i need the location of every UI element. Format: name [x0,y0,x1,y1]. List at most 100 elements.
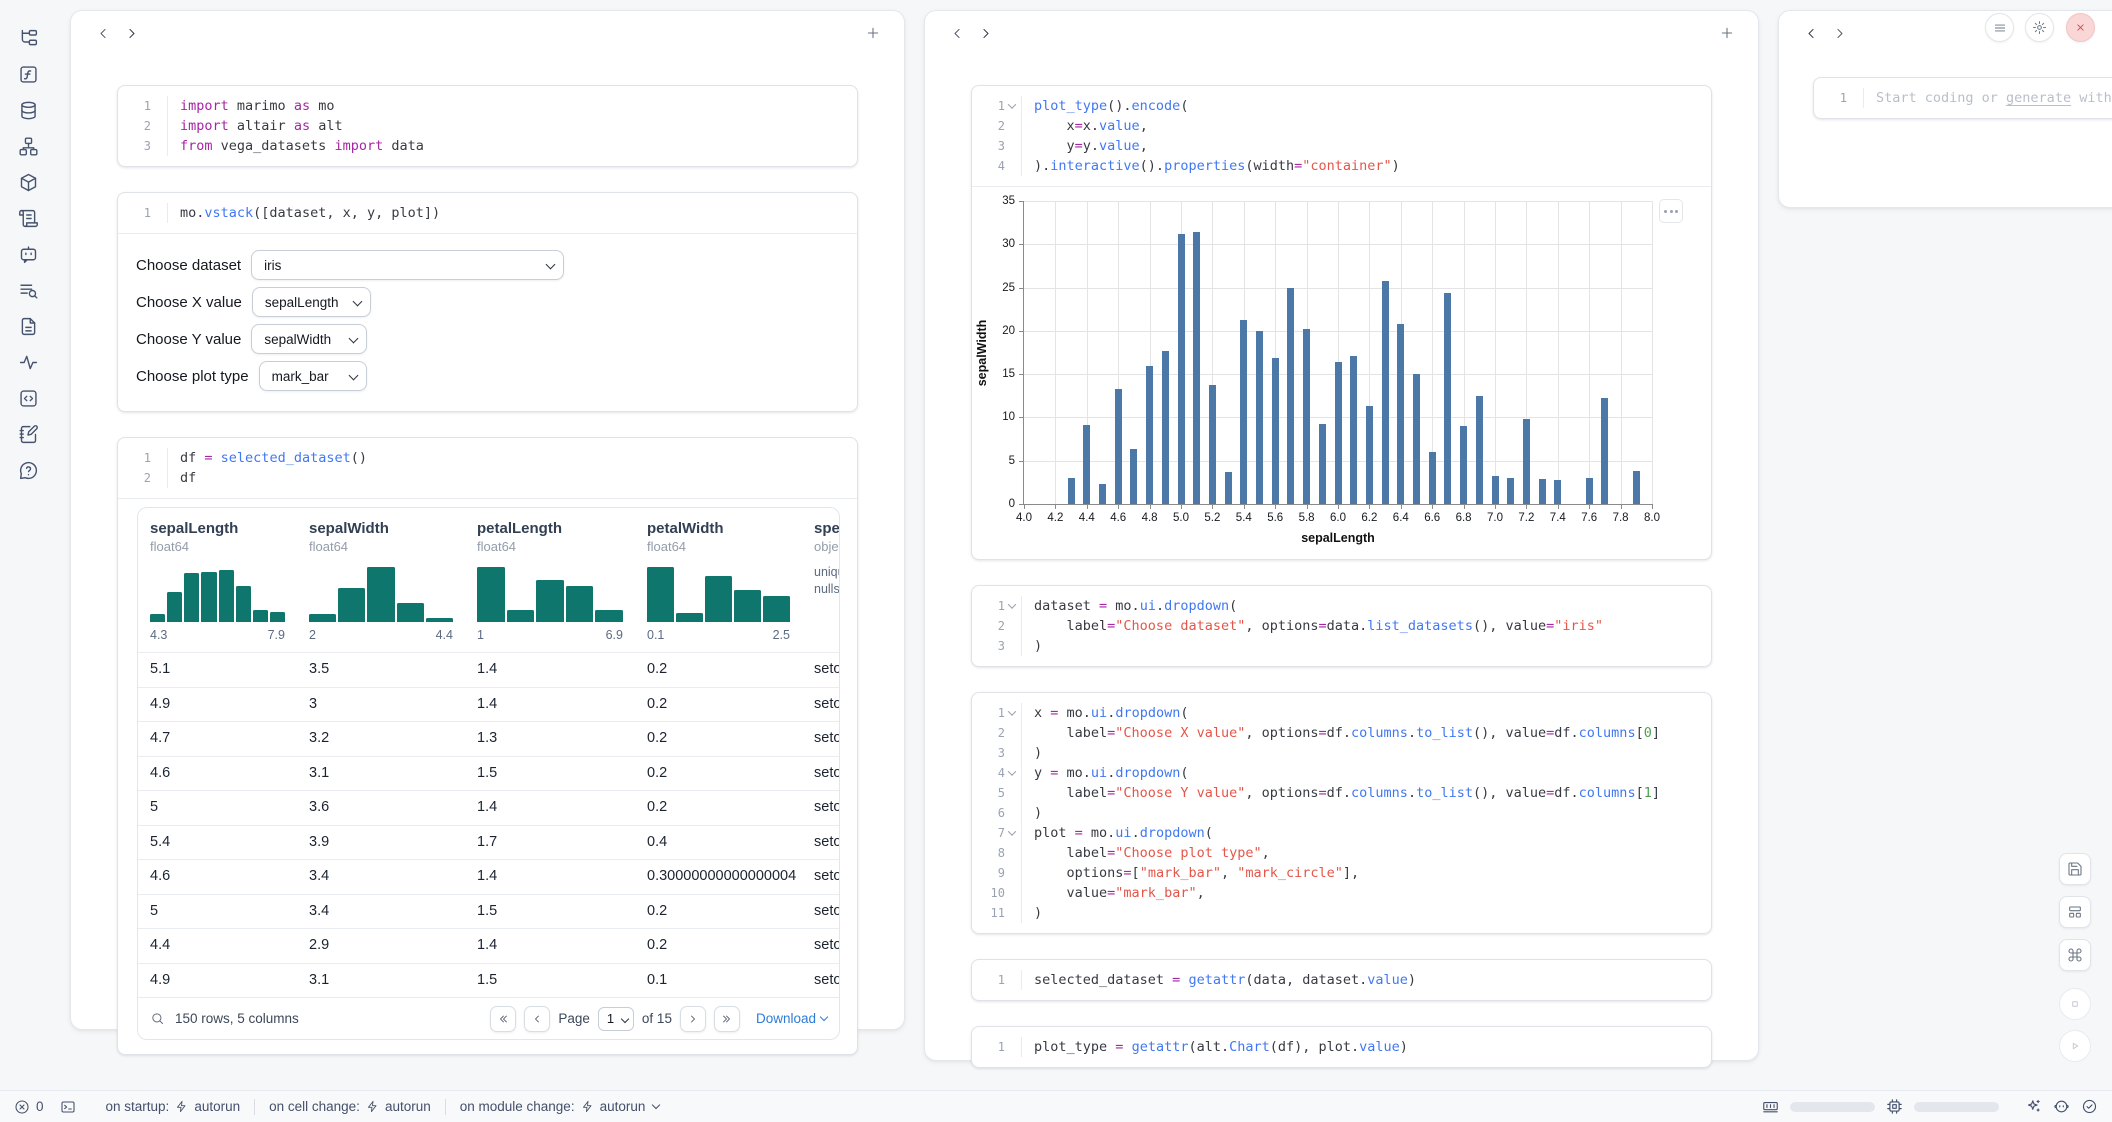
plot-type-select[interactable]: mark_bar [258,361,367,391]
run-button[interactable] [2059,1030,2091,1062]
first-page-button[interactable] [490,1005,517,1032]
code-line[interactable]: 8 label="Choose plot type", [972,843,1711,863]
x-value-select[interactable]: sepalLength [251,287,371,317]
column-forward-icon[interactable] [117,20,145,46]
code-line[interactable]: 7 plot = mo.ui.dropdown( [972,823,1711,843]
table-row[interactable]: 5 3.4 1.5 0.2 setosa [138,893,839,929]
code-line[interactable]: 4).interactive().properties(width="conta… [972,156,1711,176]
assistant-icon[interactable] [2053,1098,2070,1115]
code-line[interactable]: 9 options=["mark_bar", "mark_circle"], [972,863,1711,883]
layout-button[interactable] [2059,896,2091,928]
terminal-button[interactable] [60,1099,76,1115]
table-row[interactable]: 4.6 3.1 1.5 0.2 setosa [138,755,839,791]
cell-plot-type[interactable]: 1 plot_type = getattr(alt.Chart(df), plot… [971,1026,1712,1068]
documentation-icon[interactable] [18,316,39,337]
code-line[interactable]: 1 selected_dataset = getattr(data, datase… [972,970,1711,990]
code-editor[interactable]: 1 import marimo as mo 2 import altair as al… [118,86,857,166]
table-row[interactable]: 5.1 3.5 1.4 0.2 setosa [138,652,839,687]
code-line[interactable]: 1 df = selected_dataset() [118,448,857,468]
code-editor[interactable]: 1 dataset = mo.ui.dropdown(2 label="Choos… [972,586,1711,666]
fold-chevron-icon[interactable] [1005,600,1018,613]
snippets-icon[interactable] [18,388,39,409]
table-row[interactable]: 4.7 3.2 1.3 0.2 setosa [138,721,839,756]
column-header-species[interactable]: speciesobjectunique:nulls: [802,520,839,644]
dataset-select[interactable]: iris [251,250,565,280]
search-icon[interactable] [150,1011,165,1026]
column-back-icon[interactable] [1797,20,1825,46]
fold-chevron-icon[interactable] [1005,767,1018,780]
on-cell-change-setting[interactable]: on cell change: autorun [269,1099,431,1114]
column-forward-icon[interactable] [1825,20,1853,46]
on-module-change-setting[interactable]: on module change: autorun [460,1099,661,1114]
code-line[interactable]: 2 label="Choose dataset", options=data.l… [972,616,1711,636]
code-line[interactable]: 3 y=y.value, [972,136,1711,156]
code-line[interactable]: 11) [972,903,1711,923]
prev-page-button[interactable] [524,1005,551,1032]
ai-chat-icon[interactable] [18,244,39,265]
y-value-select[interactable]: sepalWidth [251,324,368,354]
add-cell-icon[interactable] [860,20,886,46]
fold-chevron-icon[interactable] [1005,100,1018,113]
code-line[interactable]: 2 label="Choose X value", options=df.col… [972,723,1711,743]
column-header-sepalWidth[interactable]: sepalWidth float64 2 4.4 [309,520,454,642]
cell-selected-dataset[interactable]: 1 selected_dataset = getattr(data, datase… [971,959,1712,1001]
code-line[interactable]: 10 value="mark_bar", [972,883,1711,903]
menu-button[interactable] [1985,13,2014,42]
code-line[interactable]: 1 plot_type = getattr(alt.Chart(df), plot… [972,1037,1711,1057]
cell-dataset-dropdown[interactable]: 1 dataset = mo.ui.dropdown(2 label="Choos… [971,585,1712,667]
sparkles-icon[interactable] [2025,1098,2042,1115]
file-tree-icon[interactable] [18,28,39,49]
code-line[interactable]: 2 x=x.value, [972,116,1711,136]
code-editor[interactable]: 1 plot_type().encode(2 x=x.value, 3 y=y.va… [972,86,1711,186]
table-row[interactable]: 5 3.6 1.4 0.2 setosa [138,790,839,825]
close-button[interactable] [2066,13,2095,42]
next-page-button[interactable] [679,1005,706,1032]
code-editor[interactable]: 1 selected_dataset = getattr(data, datase… [972,960,1711,1000]
table-row[interactable]: 4.9 3.1 1.5 0.1 setosa [138,962,839,998]
save-button[interactable] [2059,853,2091,885]
last-page-button[interactable] [713,1005,740,1032]
cell-dataframe[interactable]: 1 df = selected_dataset() 2 df sepalLength f… [117,437,858,1055]
column-back-icon[interactable] [89,20,117,46]
column-header-sepalLength[interactable]: sepalLength float64 4.3 7.9 [150,520,285,642]
table-row[interactable]: 4.9 3 1.4 0.2 setosa [138,686,839,722]
column-forward-icon[interactable] [971,20,999,46]
code-line[interactable]: 3) [972,636,1711,656]
code-editor[interactable]: 1 mo.vstack([dataset, x, y, plot]) [118,193,857,233]
variables-search-icon[interactable] [18,280,39,301]
command-palette-button[interactable] [2059,939,2091,971]
code-line[interactable]: 2 df [118,468,857,488]
download-button[interactable]: Download [756,1011,829,1026]
code-line[interactable]: 1 mo.vstack([dataset, x, y, plot]) [118,203,857,223]
datasources-icon[interactable] [18,100,39,121]
packages-icon[interactable] [18,172,39,193]
settings-button[interactable] [2025,13,2054,42]
error-indicator[interactable]: 0 [14,1099,44,1115]
add-cell-icon[interactable] [1714,20,1740,46]
cell-imports[interactable]: 1 import marimo as mo 2 import altair as al… [117,85,858,167]
functions-icon[interactable] [18,64,39,85]
scratchpad-icon[interactable] [18,424,39,445]
help-icon[interactable] [18,460,39,481]
on-startup-setting[interactable]: on startup: autorun [105,1099,241,1114]
column-back-icon[interactable] [943,20,971,46]
code-line[interactable]: 3 from vega_datasets import data [118,136,857,156]
cell-plot[interactable]: 1 plot_type().encode(2 x=x.value, 3 y=y.va… [971,85,1712,560]
table-row[interactable]: 4.6 3.4 1.4 0.30000000000000004 setosa [138,859,839,894]
code-editor[interactable]: 1 plot_type = getattr(alt.Chart(df), plot… [972,1027,1711,1067]
dependency-graph-icon[interactable] [18,136,39,157]
code-line[interactable]: 6) [972,803,1711,823]
cell-vstack[interactable]: 1 mo.vstack([dataset, x, y, plot]) Choose… [117,192,858,412]
stop-button[interactable] [2059,988,2091,1020]
code-editor[interactable]: 1 df = selected_dataset() 2 df [118,438,857,498]
tracing-icon[interactable] [18,352,39,373]
fold-chevron-icon[interactable] [1005,707,1018,720]
code-line[interactable]: 3) [972,743,1711,763]
